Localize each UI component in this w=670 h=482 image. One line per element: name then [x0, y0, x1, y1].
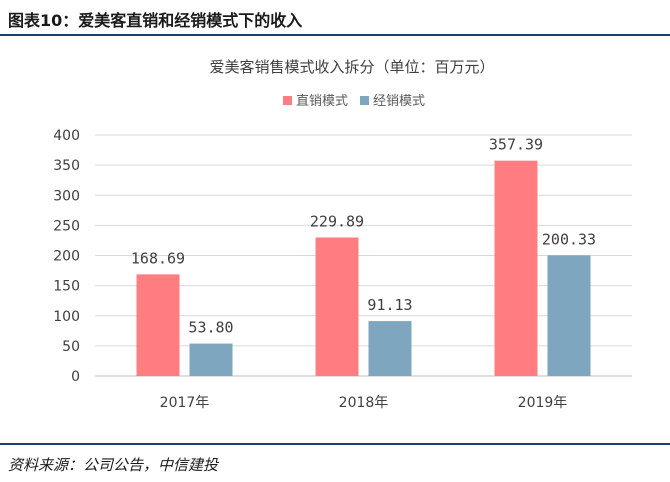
x-tick-label: 2017年 — [160, 395, 210, 411]
legend-swatch — [283, 96, 292, 105]
chart-legend: 直销模式 经销模式 — [283, 94, 425, 109]
y-tick-label: 300 — [53, 188, 80, 204]
x-tick-label: 2018年 — [339, 395, 389, 411]
chart-title: 爱美客销售模式收入拆分（单位：百万元） — [209, 58, 494, 76]
bar — [315, 237, 359, 376]
data-label: 229.89 — [310, 212, 364, 230]
x-axis: 2017年 2018年 2019年 — [160, 395, 568, 411]
figure-heading: 爱美客直销和经销模式下的收入 — [78, 11, 303, 30]
bar — [189, 343, 233, 376]
chart-bars: 168.69 53.80 229.89 91.13 357.39 200.33 — [131, 136, 596, 376]
legend-label: 直销模式 — [296, 94, 348, 109]
y-tick-label: 250 — [53, 218, 80, 234]
x-tick-label: 2019年 — [518, 395, 568, 411]
chart-grid — [95, 134, 632, 377]
data-label: 91.13 — [367, 296, 412, 314]
chart-svg: 爱美客销售模式收入拆分（单位：百万元） 直销模式 经销模式 0 50 100 150 20… — [53, 58, 632, 411]
figure-label: 图表10： — [8, 11, 79, 30]
bar — [547, 255, 591, 376]
data-label: 357.39 — [489, 136, 543, 154]
bar — [368, 321, 412, 376]
bar — [494, 160, 538, 376]
y-tick-label: 350 — [53, 158, 80, 174]
bottom-rule — [0, 443, 670, 445]
bar — [136, 274, 180, 376]
data-label: 53.80 — [188, 319, 233, 337]
figure-title: 图表10：爱美客直销和经销模式下的收入 — [8, 7, 302, 31]
y-tick-label: 150 — [53, 279, 80, 295]
y-axis: 0 50 100 150 200 250 300 350 400 — [53, 128, 80, 385]
y-tick-label: 50 — [62, 339, 80, 355]
legend-swatch — [360, 96, 370, 105]
legend-label: 经销模式 — [373, 94, 425, 109]
chart: 爱美客销售模式收入拆分（单位：百万元） 直销模式 经销模式 0 50 100 150 20… — [0, 40, 670, 440]
source-note: 资料来源：公司公告，中信建投 — [8, 456, 219, 474]
top-rule — [0, 34, 670, 36]
y-tick-label: 400 — [53, 128, 80, 144]
data-label: 200.33 — [542, 230, 596, 248]
y-tick-label: 200 — [53, 249, 80, 265]
data-label: 168.69 — [131, 249, 185, 267]
y-tick-label: 0 — [71, 369, 80, 385]
y-tick-label: 100 — [53, 309, 80, 325]
